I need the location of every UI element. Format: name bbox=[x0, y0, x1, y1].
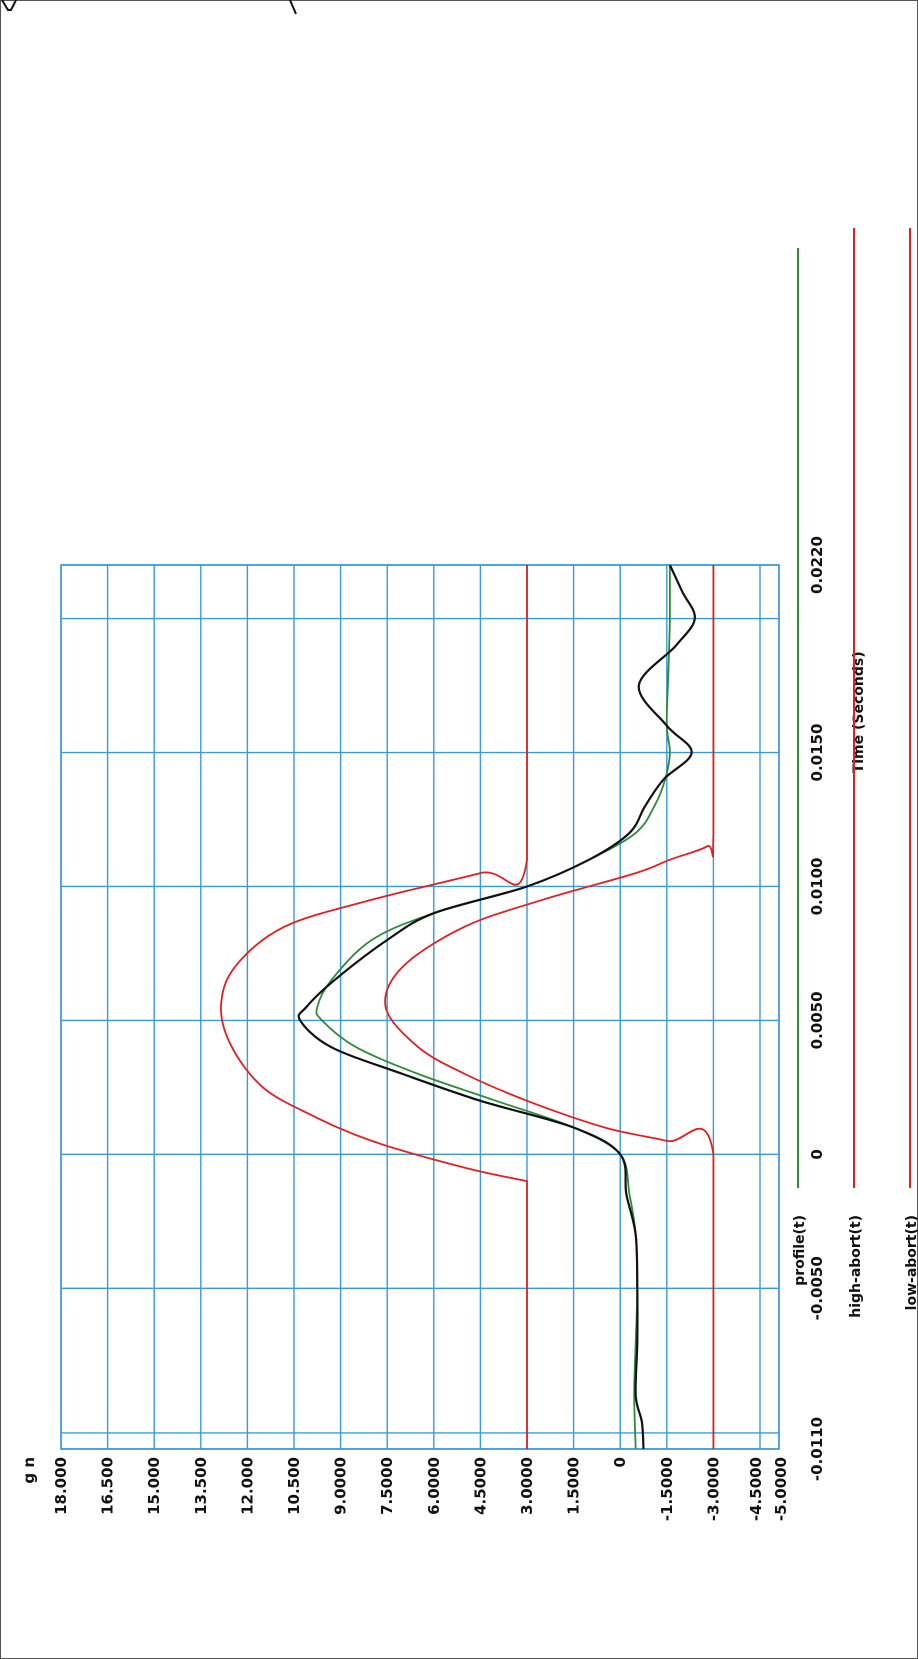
y-tick-label: -4.5000 bbox=[747, 1457, 765, 1521]
y-tick-label: 16.500 bbox=[99, 1457, 117, 1515]
y-tick-label: 6.0000 bbox=[425, 1457, 443, 1515]
grid bbox=[60, 564, 780, 1450]
legend-entry-label: high-abort(t) bbox=[848, 1215, 864, 1318]
series-line-profilet bbox=[315, 565, 671, 1450]
legend-entry-label: profile(t) bbox=[792, 1215, 808, 1286]
svg-text:g n: g n bbox=[20, 1457, 38, 1484]
y-tick-label: 18.000 bbox=[52, 1457, 70, 1515]
y-tick-label: 4.5000 bbox=[471, 1457, 489, 1515]
cut-title-fragment bbox=[1, 0, 297, 15]
x-tick-label: 0.0100 bbox=[808, 858, 826, 916]
rotated-chart: -0.0110-0.005000.00500.01000.01500.0220 … bbox=[20, 228, 918, 1521]
y-tick-label: 7.5000 bbox=[378, 1457, 396, 1515]
x-tick-label: -0.0050 bbox=[808, 1256, 826, 1320]
y-tick-label: 10.500 bbox=[285, 1457, 303, 1515]
y-tick-label: 13.500 bbox=[192, 1457, 210, 1515]
series-line-controlt bbox=[297, 564, 696, 1450]
y-tick-label: 1.5000 bbox=[565, 1457, 583, 1515]
x-tick-label: 0.0050 bbox=[808, 991, 826, 1049]
y-tick-label: 0 bbox=[611, 1457, 629, 1467]
legend: profile(t)high-abort(t)low-abort(t)contr… bbox=[792, 228, 918, 1318]
y-tick-label: 3.0000 bbox=[518, 1457, 536, 1515]
y-tick-label: 12.000 bbox=[238, 1457, 256, 1515]
y-tick-labels: 18.000 16.500 15.000 13.500 12.000 10.500 9.00… bbox=[52, 1457, 790, 1521]
x-tick-label: 0 bbox=[808, 1149, 826, 1159]
x-tick-label: 0.0150 bbox=[808, 724, 826, 782]
y-tick-label: 9.0000 bbox=[332, 1457, 350, 1515]
x-tick-label: 0.0220 bbox=[808, 536, 826, 594]
y-axis-unit: g n bbox=[20, 1457, 38, 1484]
series-line-low-abortt bbox=[384, 565, 715, 1449]
series-group bbox=[220, 564, 715, 1450]
legend-entry-label: low-abort(t) bbox=[904, 1215, 918, 1310]
plot-frame bbox=[60, 564, 780, 1450]
y-tick-label: -3.0000 bbox=[704, 1457, 722, 1521]
y-tick-label: 15.000 bbox=[145, 1457, 163, 1515]
series-line-high-abortt bbox=[220, 565, 528, 1449]
y-tick-label: -5.0000 bbox=[772, 1457, 790, 1521]
x-tick-label: -0.0110 bbox=[808, 1417, 826, 1481]
x-tick-labels: -0.0110 -0.0050 0 0.0050 0.0100 0.0150 0.0220 bbox=[808, 536, 826, 1481]
y-tick-label: -1.5000 bbox=[658, 1457, 676, 1521]
